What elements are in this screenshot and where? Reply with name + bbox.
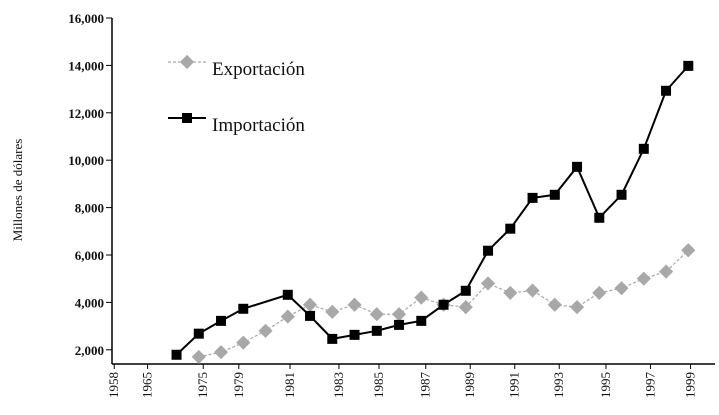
x-tick-label: 1983 — [331, 372, 346, 398]
data-point — [416, 315, 427, 326]
y-tick-label: 2,000 — [75, 343, 104, 358]
x-tick-label: 1958 — [106, 372, 121, 398]
x-tick-label: 1995 — [598, 372, 613, 398]
data-point — [438, 299, 449, 310]
data-point — [414, 290, 429, 305]
y-tick-label: 12,000 — [68, 106, 104, 121]
data-point — [282, 289, 293, 300]
data-point — [636, 271, 651, 286]
x-tick-label: 1985 — [371, 372, 386, 398]
y-tick-label: 4,000 — [75, 295, 104, 310]
data-point — [614, 281, 629, 296]
data-point — [216, 315, 227, 326]
data-point — [658, 264, 674, 279]
x-tick-label: 1991 — [507, 372, 522, 398]
data-point — [525, 283, 540, 298]
series-line — [198, 249, 689, 358]
data-point — [394, 319, 405, 330]
series-line — [175, 65, 690, 356]
data-point — [236, 335, 251, 350]
data-point — [638, 143, 649, 154]
data-point — [327, 333, 338, 344]
data-point — [391, 307, 407, 322]
legend-label: Exportación — [212, 59, 305, 80]
data-point — [349, 329, 360, 340]
data-point — [238, 303, 249, 314]
x-tick-label: 1987 — [418, 372, 433, 399]
data-point — [616, 189, 627, 200]
data-point — [193, 328, 204, 339]
data-point — [505, 223, 516, 234]
x-tick-label: 1989 — [462, 372, 477, 398]
data-point — [681, 243, 696, 258]
data-point — [569, 300, 585, 315]
y-tick-label: 8,000 — [75, 201, 104, 216]
x-tick-label: 1981 — [282, 372, 297, 398]
data-point — [460, 285, 471, 296]
y-tick-label: 6,000 — [75, 248, 104, 263]
data-point — [661, 85, 672, 96]
x-tick-label: 1999 — [683, 372, 698, 398]
data-point — [371, 325, 382, 336]
data-point — [549, 189, 560, 200]
y-tick-label: 14,000 — [68, 58, 104, 73]
data-point — [503, 285, 518, 300]
data-point — [280, 309, 295, 324]
data-point — [458, 300, 473, 315]
data-point — [547, 297, 562, 312]
legend-label: Importación — [212, 115, 305, 136]
x-tick-label: 1993 — [551, 372, 566, 398]
data-point — [305, 310, 316, 321]
data-point — [325, 304, 340, 319]
data-point — [572, 161, 583, 172]
legend-marker — [179, 54, 195, 70]
data-point — [683, 60, 694, 71]
y-tick-label: 16,000 — [68, 11, 104, 26]
data-point — [592, 285, 607, 300]
legend-marker — [182, 113, 192, 123]
data-point — [347, 297, 362, 312]
data-point — [483, 245, 494, 256]
y-tick-label: 10,000 — [68, 153, 104, 168]
data-point — [594, 212, 605, 223]
x-tick-label: 1975 — [195, 372, 210, 398]
data-point — [191, 349, 206, 364]
data-point — [369, 307, 384, 322]
y-axis-label: Millones de dólares — [10, 139, 25, 242]
data-point — [302, 297, 318, 312]
x-tick-label: 1979 — [231, 372, 246, 398]
data-point — [527, 192, 538, 203]
data-point — [213, 345, 229, 360]
data-point — [171, 349, 182, 360]
data-point — [258, 323, 273, 338]
data-point — [480, 276, 496, 291]
x-tick-label: 1997 — [642, 372, 657, 399]
x-tick-label: 1965 — [140, 372, 155, 398]
